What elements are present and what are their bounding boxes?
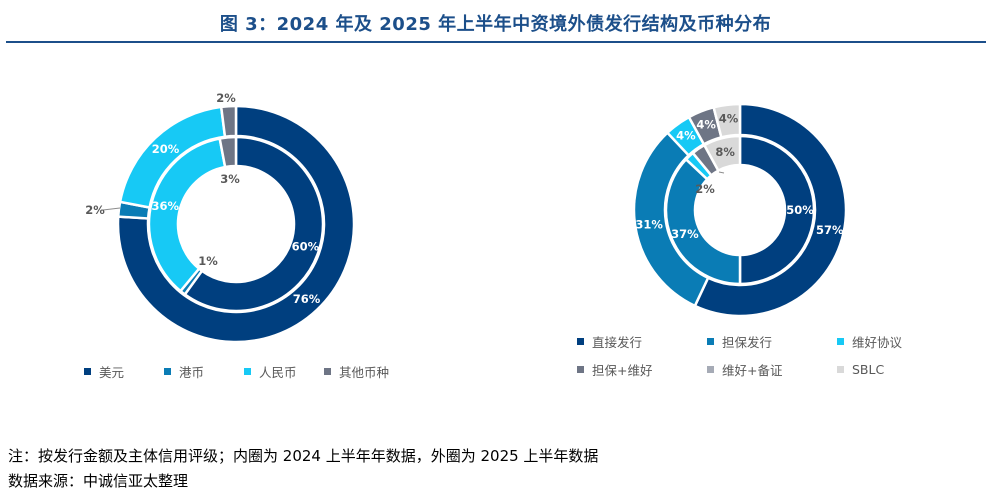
legend-item: 担保发行 [707, 327, 837, 355]
data-label: 3% [722, 166, 742, 180]
legend-label: 港币 [179, 364, 205, 380]
legend-swatch [577, 365, 584, 373]
legend-item: 人民币 [244, 357, 324, 385]
slice-currency-inner-3 [218, 135, 238, 169]
data-label: 76% [293, 292, 321, 306]
label-leader-line [102, 207, 121, 211]
data-label: 2% [216, 91, 236, 105]
legend-swatch [84, 367, 91, 375]
legend-label: 维好+备证 [722, 362, 783, 378]
legend-item: 维好协议 [837, 327, 967, 355]
data-label: 57% [816, 223, 844, 237]
data-label: 1% [198, 254, 218, 268]
legend-swatch [164, 367, 171, 375]
legend-item: 担保+维好 [577, 355, 707, 383]
legend-item: 港币 [164, 357, 244, 385]
data-label: 4% [696, 117, 716, 131]
slice-structure-inner-5 [702, 134, 742, 173]
data-label: 60% [292, 240, 320, 254]
data-label: 3% [220, 172, 240, 186]
label-leader-line [718, 171, 725, 174]
data-label: 50% [786, 203, 814, 217]
legend-item: 其他币种 [324, 357, 404, 385]
data-label: 31% [635, 217, 663, 231]
notes-block: 注：按发行金额及主体信用评级；内圈为 2024 上半年年数据，外圈为 2025 … [8, 444, 598, 494]
data-label: 20% [152, 142, 180, 156]
legend-label: 直接发行 [592, 334, 643, 350]
chart-title: 图 3：2024 年及 2025 年上半年中资境外债发行结构及币种分布 [219, 14, 772, 35]
legend-swatch [244, 367, 251, 375]
legend-swatch [707, 365, 714, 373]
slice-currency-inner-0 [183, 135, 325, 313]
charts-canvas: 76%2%20%2%60%1%36%3%57%31%4%4% 4%50%37%2%… [85, 91, 848, 344]
structure-legend: 直接发行 担保发行 维好协议担保+维好 维好+备证 SBLC [577, 327, 977, 383]
legend-label: 人民币 [259, 364, 297, 380]
legend-item: SBLC [837, 355, 967, 383]
legend-label: 担保+维好 [592, 362, 653, 378]
source-text: 数据来源：中诚信亚太整理 [8, 472, 189, 490]
data-label: 37% [671, 227, 699, 241]
slice-structure-inner-1 [664, 157, 742, 286]
legend-item: 维好+备证 [707, 355, 837, 383]
legend-swatch [577, 337, 584, 345]
data-label: 2% [85, 203, 105, 217]
note-text: 注：按发行金额及主体信用评级；内圈为 2024 上半年年数据，外圈为 2025 … [8, 447, 599, 465]
legend-item: 直接发行 [577, 327, 707, 355]
data-label: 2% [695, 182, 715, 196]
legend-label: 美元 [99, 364, 125, 380]
legend-swatch [837, 365, 844, 373]
legend-swatch [707, 337, 714, 345]
data-label: 4% [676, 129, 696, 143]
slice-currency-inner-2 [147, 137, 227, 293]
slice-currency-outer-3 [219, 104, 238, 139]
legend-label: 其他币种 [339, 364, 390, 380]
legend-item: 美元 [84, 357, 164, 385]
data-label: 8% [715, 145, 735, 159]
legend-label: SBLC [852, 361, 885, 377]
title-divider [6, 41, 986, 43]
currency-legend: 美元 港币 人民币 其他币种 [84, 357, 444, 385]
legend-swatch [837, 337, 844, 345]
legend-label: 维好协议 [852, 334, 903, 350]
legend-label: 担保发行 [722, 334, 773, 350]
slice-structure-inner-0 [738, 134, 816, 286]
legend-swatch [324, 367, 331, 375]
data-label: 4% [719, 112, 739, 126]
data-label: 36% [152, 199, 180, 213]
